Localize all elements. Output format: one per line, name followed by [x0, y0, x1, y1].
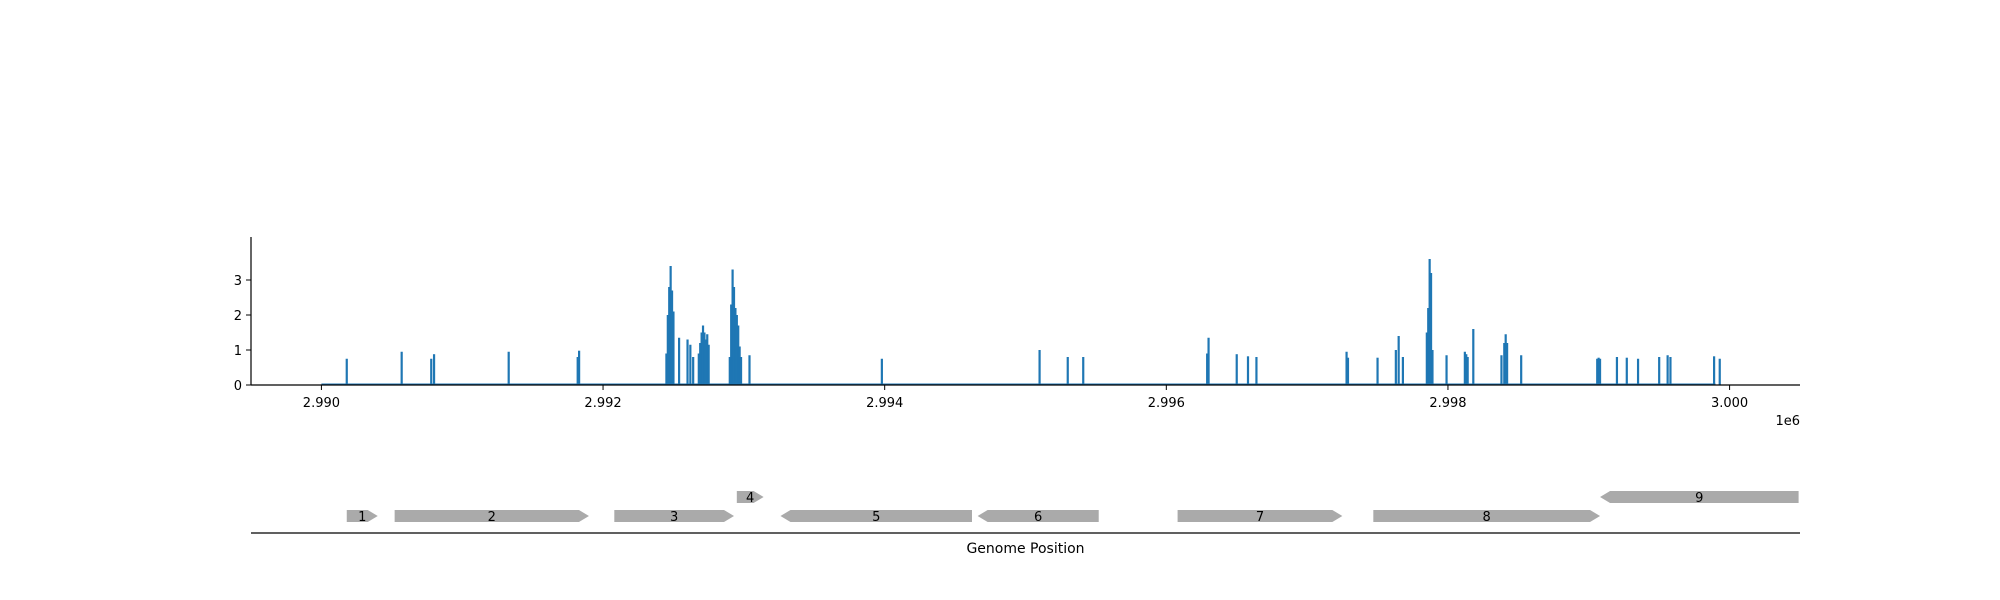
gene-track-xlabel: Genome Position: [966, 541, 1084, 557]
gene-label: 1: [358, 510, 366, 525]
x-tick-label: 2.998: [1429, 396, 1466, 411]
x-tick-label: 3.000: [1711, 396, 1748, 411]
gene-label: 9: [1695, 491, 1703, 506]
gene-label: 7: [1256, 510, 1264, 525]
x-tick-label: 2.992: [584, 396, 621, 411]
gene-arrow: [346, 510, 378, 522]
x-tick-label: 2.996: [1148, 396, 1185, 411]
gene-arrow: [394, 510, 589, 522]
x-tick-label: 2.990: [303, 396, 340, 411]
gene-arrow: [614, 510, 735, 522]
gene-label: 8: [1483, 510, 1491, 525]
y-tick-label: 2: [234, 309, 242, 324]
coverage-bars: [345, 259, 1721, 385]
coverage-plot: 0 1 2 3 2.990 2.992 2.994 2.996 2.998 3.000 1e6: [234, 237, 1800, 429]
y-tick-label: 0: [234, 379, 242, 394]
y-tick-label: 1: [234, 344, 242, 359]
y-tick-label: 3: [234, 274, 242, 289]
x-axis-ticks: 2.990 2.992 2.994 2.996 2.998 3.000: [303, 385, 1748, 411]
gene-label: 6: [1034, 510, 1042, 525]
gene-arrow: [977, 510, 1099, 522]
gene-label: 4: [746, 491, 754, 506]
x-axis-offset-label: 1e6: [1775, 414, 1800, 429]
gene-label: 3: [670, 510, 678, 525]
gene-label: 5: [872, 510, 880, 525]
x-tick-label: 2.994: [866, 396, 903, 411]
gene-track: 1 2 3 4 5 6 7 8 9 Genome Position: [251, 491, 1800, 557]
gene-label: 2: [488, 510, 496, 525]
gene-arrow: [1373, 510, 1601, 522]
gene-arrow: [1177, 510, 1343, 522]
gene-arrow: [780, 510, 972, 522]
y-axis-ticks: 0 1 2 3: [234, 274, 251, 394]
gene-arrow: [1600, 491, 1799, 503]
gene-arrow: [736, 491, 764, 503]
gene-arrows: 1 2 3 4 5 6 7 8 9: [346, 491, 1799, 525]
